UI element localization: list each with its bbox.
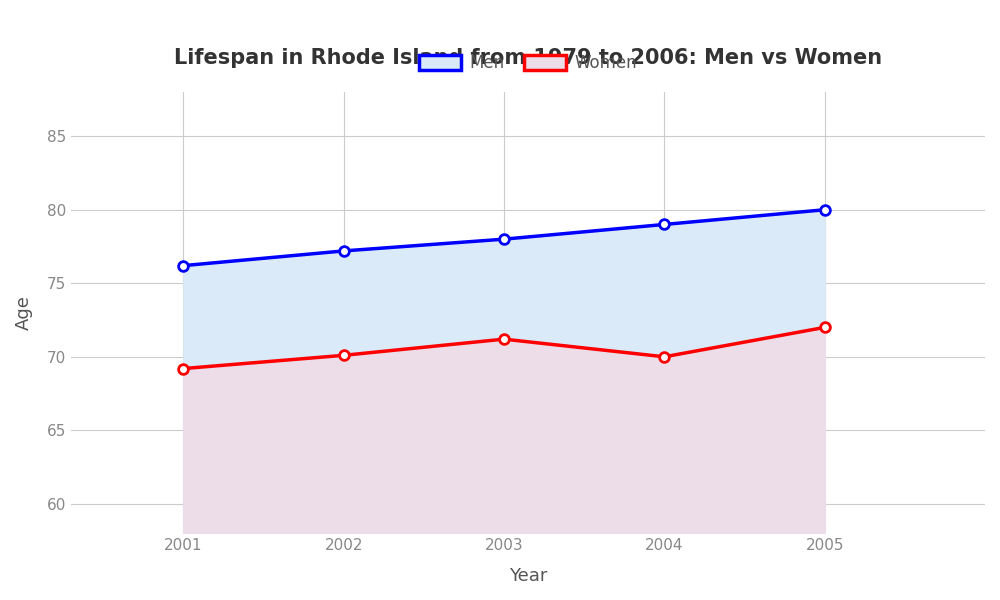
Legend: Men, Women: Men, Women	[413, 47, 644, 79]
X-axis label: Year: Year	[509, 567, 547, 585]
Y-axis label: Age: Age	[15, 295, 33, 330]
Title: Lifespan in Rhode Island from 1979 to 2006: Men vs Women: Lifespan in Rhode Island from 1979 to 20…	[174, 49, 882, 68]
